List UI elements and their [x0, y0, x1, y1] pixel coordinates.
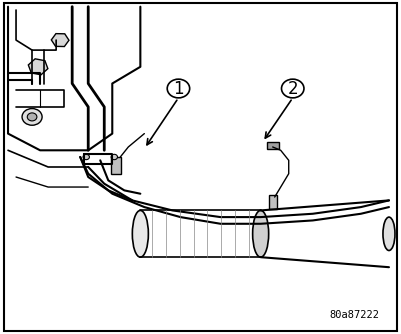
Text: 80a87222: 80a87222	[329, 310, 379, 320]
Ellipse shape	[132, 210, 148, 257]
Circle shape	[83, 154, 89, 160]
Circle shape	[111, 154, 117, 160]
Circle shape	[27, 113, 37, 121]
Bar	[269, 195, 277, 209]
Text: 2: 2	[288, 79, 298, 98]
Circle shape	[282, 79, 304, 98]
Bar	[111, 157, 121, 174]
Circle shape	[22, 109, 42, 125]
Circle shape	[167, 79, 190, 98]
Ellipse shape	[253, 210, 269, 257]
Ellipse shape	[383, 217, 395, 250]
Bar	[267, 142, 279, 149]
Text: 1: 1	[173, 79, 184, 98]
